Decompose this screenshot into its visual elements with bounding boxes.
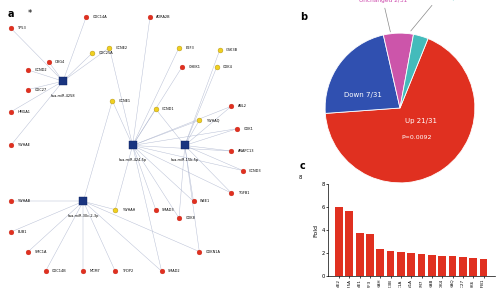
Bar xyxy=(480,259,488,276)
Text: GSK3B: GSK3B xyxy=(226,48,238,52)
Wedge shape xyxy=(400,34,428,108)
Bar xyxy=(335,207,343,276)
Text: c: c xyxy=(300,161,306,171)
Text: TGFB1: TGFB1 xyxy=(238,191,249,195)
Bar xyxy=(346,211,353,276)
Bar xyxy=(366,234,374,276)
Text: TFDP2: TFDP2 xyxy=(122,269,133,273)
Bar xyxy=(386,251,394,276)
Text: E2F3: E2F3 xyxy=(186,46,194,50)
Text: MCM7: MCM7 xyxy=(90,269,101,273)
Text: P=0.0092: P=0.0092 xyxy=(401,135,432,141)
Text: ABL2: ABL2 xyxy=(238,104,246,108)
Text: Unchanged 2/31: Unchanged 2/31 xyxy=(359,0,407,32)
Text: 8: 8 xyxy=(299,175,302,180)
Text: WEE1: WEE1 xyxy=(200,199,210,203)
Text: SMAD2: SMAD2 xyxy=(168,269,180,273)
Wedge shape xyxy=(325,35,400,113)
Bar xyxy=(470,258,477,276)
Text: YWHAH: YWHAH xyxy=(122,208,135,212)
Text: Up 21/31: Up 21/31 xyxy=(405,118,437,124)
Text: YWHAQ: YWHAQ xyxy=(206,118,219,122)
Text: HMGA1: HMGA1 xyxy=(17,110,30,114)
Text: a: a xyxy=(8,9,14,18)
Bar xyxy=(408,253,415,276)
Text: Down 7/31: Down 7/31 xyxy=(344,92,382,98)
Text: *: * xyxy=(28,9,32,18)
Text: YWHAB: YWHAB xyxy=(17,199,30,203)
Text: CDK4: CDK4 xyxy=(223,65,233,69)
Text: CDK1: CDK1 xyxy=(244,127,254,131)
Text: TP53: TP53 xyxy=(17,26,26,30)
Bar xyxy=(428,255,436,276)
Bar xyxy=(418,254,426,276)
Text: YWHAE: YWHAE xyxy=(17,143,30,147)
Text: ANAPC13: ANAPC13 xyxy=(238,149,254,153)
Bar xyxy=(438,256,446,276)
Bar xyxy=(397,252,405,276)
Text: Undetected 1/31: Undetected 1/31 xyxy=(411,0,463,31)
Text: CDC14B: CDC14B xyxy=(52,269,66,273)
Text: SMAD3: SMAD3 xyxy=(162,208,175,212)
Text: hsa-miR-15b-5p: hsa-miR-15b-5p xyxy=(170,158,199,162)
Y-axis label: Fold: Fold xyxy=(314,224,318,237)
Text: CCND3: CCND3 xyxy=(249,168,262,173)
Text: ORG4: ORG4 xyxy=(55,60,65,64)
Text: BUB1: BUB1 xyxy=(17,230,26,234)
Text: hsa-miR-4258: hsa-miR-4258 xyxy=(50,94,76,98)
Bar xyxy=(376,249,384,276)
Text: ADRA2B: ADRA2B xyxy=(156,15,171,19)
Text: CCNE2: CCNE2 xyxy=(116,46,128,50)
Text: CCNE1: CCNE1 xyxy=(118,99,131,103)
Text: CDC27: CDC27 xyxy=(34,88,47,92)
Wedge shape xyxy=(326,39,475,183)
Text: b: b xyxy=(300,12,307,22)
Wedge shape xyxy=(384,33,414,108)
Text: CDC25A: CDC25A xyxy=(98,51,113,55)
Text: CDC14A: CDC14A xyxy=(92,15,107,19)
Bar xyxy=(448,256,456,276)
Text: CCND2: CCND2 xyxy=(34,68,47,72)
Text: SMC1A: SMC1A xyxy=(34,250,47,254)
Bar xyxy=(459,257,466,276)
Text: CCND1: CCND1 xyxy=(162,107,175,111)
Bar xyxy=(356,233,364,276)
Text: CDK8: CDK8 xyxy=(186,216,196,220)
Text: CHEK1: CHEK1 xyxy=(188,65,200,69)
Text: hsa-miR-424-5p: hsa-miR-424-5p xyxy=(118,158,146,162)
Text: CDKN1A: CDKN1A xyxy=(206,250,220,254)
Text: hsa-miR-30c-2-3p: hsa-miR-30c-2-3p xyxy=(68,214,99,218)
